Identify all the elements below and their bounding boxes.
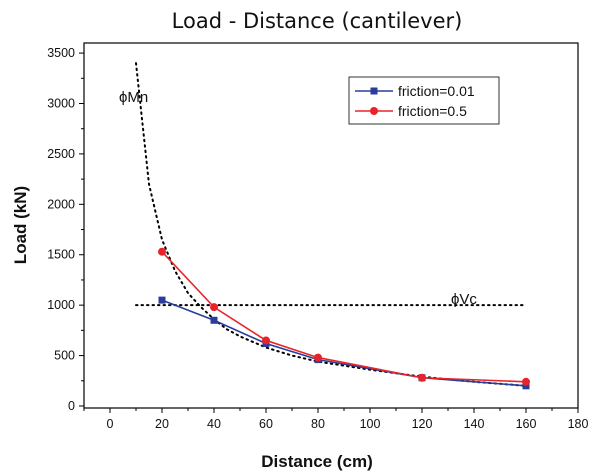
x-tick-label: 120: [412, 417, 433, 431]
x-tick-label: 180: [568, 417, 589, 431]
y-tick-label: 2000: [47, 197, 75, 211]
y-tick-label: 3500: [47, 46, 75, 60]
y-axis-ticks: 0 500 1000 1500 2000 2500 3000 3500: [47, 46, 84, 413]
x-axis-ticks: 0 20 40 60 80 100 120 140 160 180: [83, 408, 589, 431]
legend-box: [348, 76, 500, 125]
data-point-square: [158, 296, 166, 304]
data-point-square: [522, 382, 530, 390]
y-tick-label: 0: [68, 399, 75, 413]
x-tick-label: 80: [311, 417, 325, 431]
x-tick-label: 20: [155, 417, 169, 431]
data-point-circle: [210, 303, 218, 312]
legend-marker-circle: [370, 107, 378, 115]
data-point-square: [210, 316, 218, 324]
legend-label: friction=0.01: [398, 83, 475, 99]
y-tick-label: 2500: [47, 147, 75, 161]
data-point-circle: [522, 377, 530, 386]
chart-title: Load - Distance (cantilever): [172, 9, 463, 33]
data-point-circle: [158, 247, 166, 256]
legend-marker-square: [370, 87, 378, 95]
x-tick-label: 160: [516, 417, 537, 431]
x-tick-label: 0: [107, 417, 114, 431]
legend: friction=0.01 friction=0.5: [348, 76, 500, 125]
y-tick-label: 3000: [47, 96, 75, 110]
series-line-1: [161, 299, 527, 387]
data-series: [158, 247, 530, 390]
data-point-circle: [314, 353, 322, 362]
legend-items: friction=0.01 friction=0.5: [355, 83, 475, 119]
x-tick-label: 100: [360, 417, 381, 431]
plot-frame: [83, 42, 579, 409]
phi-mn-label: ϕMn: [119, 89, 148, 106]
x-tick-label: 60: [259, 417, 273, 431]
x-tick-label: 40: [207, 417, 221, 431]
phi-vc-label: ϕVc: [451, 291, 477, 308]
series-line-2: [161, 251, 527, 383]
y-tick-label: 1500: [47, 248, 75, 262]
y-tick-label: 500: [54, 349, 75, 363]
data-point-circle: [262, 336, 270, 345]
y-tick-label: 1000: [47, 298, 75, 312]
x-tick-label: 140: [464, 417, 485, 431]
y-axis-label: Load (kN): [11, 186, 30, 264]
data-point-circle: [418, 373, 426, 382]
legend-label: friction=0.5: [398, 103, 467, 119]
x-axis-label: Distance (cm): [261, 452, 372, 471]
